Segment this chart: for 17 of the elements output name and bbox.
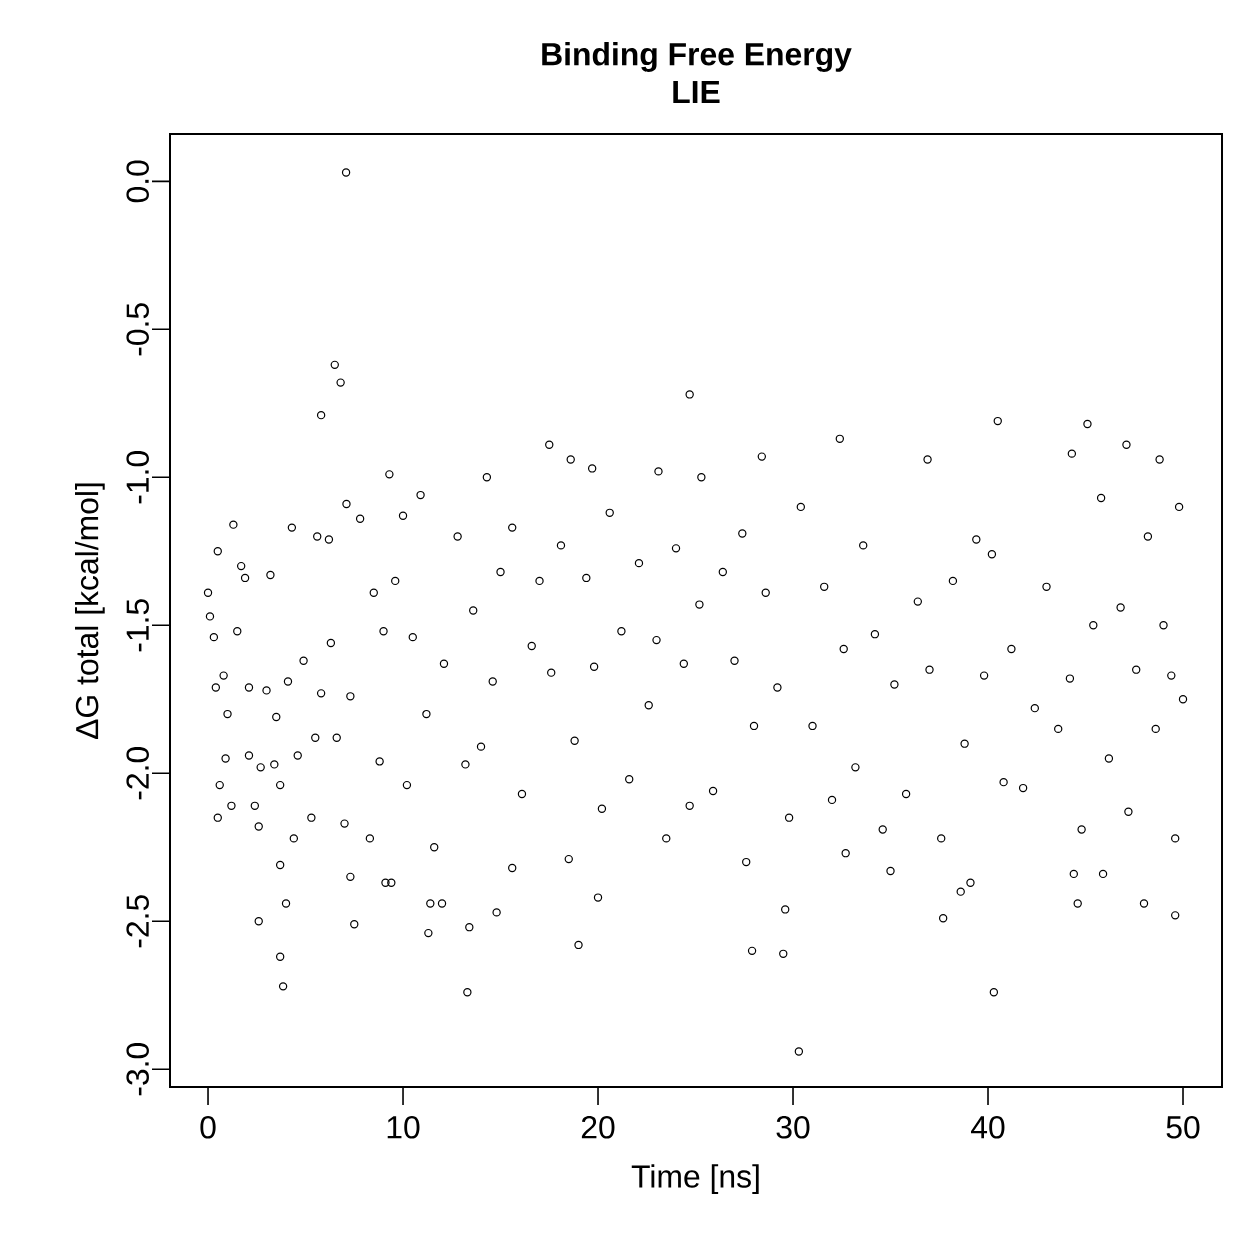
y-axis-title: ΔG total [kcal/mol] — [75, 483, 105, 739]
x-tick-label: 0 — [200, 1116, 216, 1139]
x-tick-label: 10 — [387, 1116, 420, 1139]
y-tick-label: -1.5 — [126, 599, 149, 652]
chart-title: Binding Free Energy — [542, 42, 852, 72]
x-axis-title: Time [ns] — [631, 1164, 759, 1195]
x-tick-label: 50 — [1166, 1116, 1200, 1139]
x-tick-label: 20 — [581, 1116, 615, 1139]
y-tick-label: -2.0 — [126, 747, 149, 800]
y-tick-label: -3.0 — [126, 1043, 149, 1096]
y-tick-label: -0.5 — [126, 303, 149, 356]
x-tick-label: 40 — [971, 1116, 1005, 1139]
x-tick-label: 30 — [776, 1116, 810, 1139]
y-tick-label: 0.0 — [126, 160, 149, 203]
y-tick-label: -2.5 — [126, 895, 149, 948]
y-tick-label: -1.0 — [126, 451, 149, 504]
chart-subtitle: LIE — [673, 81, 720, 103]
